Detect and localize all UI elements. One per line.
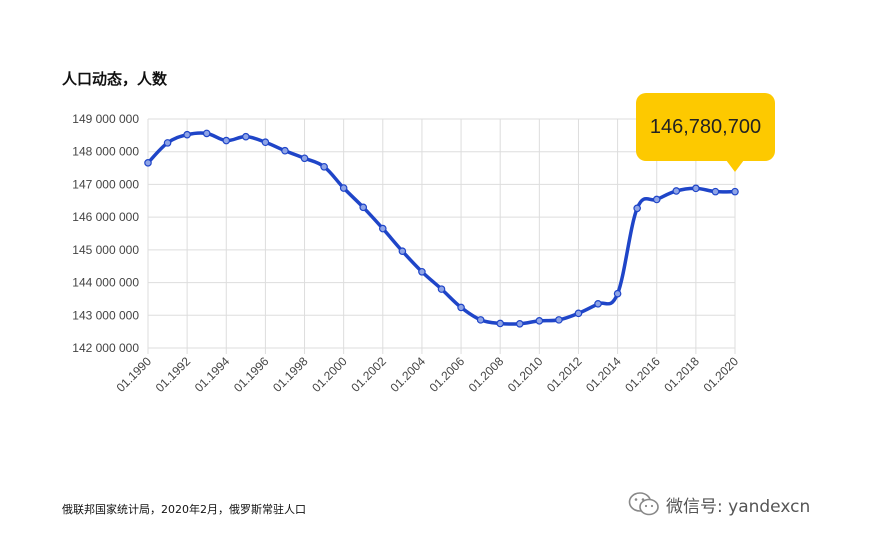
- y-tick-label: 146 000 000: [72, 210, 139, 224]
- data-point: [515, 319, 524, 328]
- data-point: [242, 132, 250, 141]
- data-point: [202, 129, 211, 138]
- x-tick-label: 01.2002: [348, 354, 389, 395]
- data-point: [594, 300, 602, 308]
- data-point: [613, 289, 622, 298]
- data-point: [633, 204, 641, 213]
- data-points: [144, 129, 739, 328]
- data-point: [672, 187, 681, 195]
- x-tick-label: 01.2010: [505, 354, 546, 395]
- y-tick-label: 148 000 000: [72, 145, 139, 159]
- x-tick-label: 01.2004: [387, 354, 428, 395]
- data-point: [320, 162, 328, 171]
- x-tick-label: 01.1992: [153, 354, 194, 395]
- value-tooltip: 146,780,700: [636, 93, 775, 161]
- x-tick-label: 01.1998: [270, 354, 311, 395]
- x-axis: 01.199001.199201.199401.199601.199801.20…: [114, 354, 742, 395]
- data-point: [163, 139, 172, 147]
- data-point: [652, 195, 661, 204]
- data-point: [476, 316, 485, 324]
- data-point: [555, 316, 563, 324]
- data-point: [692, 184, 700, 193]
- y-tick-label: 147 000 000: [72, 177, 139, 191]
- data-point: [437, 285, 446, 293]
- data-point: [300, 154, 309, 163]
- data-point: [222, 136, 231, 145]
- data-point: [339, 184, 348, 192]
- data-point: [711, 187, 720, 196]
- y-tick-label: 144 000 000: [72, 276, 139, 290]
- data-point: [261, 138, 270, 147]
- data-point: [731, 187, 739, 196]
- x-tick-label: 01.2020: [701, 354, 742, 395]
- source-note: 俄联邦国家统计局，2020年2月，俄罗斯常驻人口: [62, 503, 306, 516]
- x-tick-label: 01.2000: [309, 354, 350, 395]
- data-point: [183, 130, 191, 139]
- data-point: [398, 247, 407, 255]
- x-tick-label: 01.2012: [544, 354, 585, 395]
- x-tick-label: 01.1996: [231, 354, 272, 395]
- y-tick-label: 145 000 000: [72, 243, 139, 257]
- data-point: [574, 309, 583, 318]
- wechat-icon: [628, 492, 659, 516]
- x-tick-label: 01.2006: [427, 354, 468, 395]
- chart-title: 人口动态，人数: [62, 70, 168, 88]
- y-axis: 142 000 000 143 000 000 144 000 000 145 000…: [72, 112, 139, 355]
- watermark-text: 微信号: yandexcn: [666, 496, 811, 517]
- y-tick-label: 149 000 000: [72, 112, 139, 126]
- x-tick-label: 01.2008: [466, 354, 507, 395]
- x-tick-label: 01.1994: [192, 354, 233, 395]
- tooltip-pointer: [726, 160, 744, 172]
- x-tick-label: 01.1990: [114, 354, 155, 395]
- series-line: [146, 131, 736, 326]
- data-point: [281, 146, 289, 155]
- data-point: [359, 203, 368, 212]
- data-point: [496, 319, 505, 328]
- x-tick-label: 01.2016: [622, 354, 663, 395]
- data-point: [378, 224, 387, 233]
- x-tick-label: 01.2014: [583, 354, 624, 395]
- x-tick-label: 01.2018: [661, 354, 702, 395]
- data-point: [457, 303, 465, 312]
- data-point: [535, 317, 544, 325]
- data-point: [144, 159, 152, 167]
- watermark: 微信号: yandexcn: [628, 491, 810, 517]
- data-point: [418, 267, 426, 276]
- y-tick-label: 142 000 000: [72, 341, 139, 355]
- y-tick-label: 143 000 000: [72, 308, 139, 322]
